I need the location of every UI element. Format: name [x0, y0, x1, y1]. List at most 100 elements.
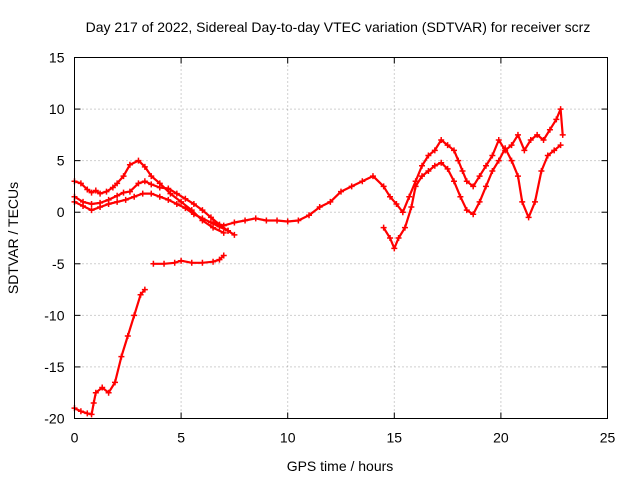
data-point: [165, 185, 172, 192]
data-point: [470, 183, 477, 190]
data-point: [92, 187, 99, 194]
x-tick-label: 25: [600, 430, 616, 446]
series-line: [73, 159, 225, 234]
data-point: [135, 180, 142, 187]
x-tick-label: 0: [71, 430, 79, 446]
data-point: [97, 190, 104, 197]
data-point: [419, 173, 426, 180]
data-point: [534, 131, 541, 138]
data-point: [419, 162, 426, 169]
data-point: [120, 173, 127, 180]
data-point: [135, 157, 142, 164]
x-tick-label: 20: [493, 430, 509, 446]
data-point: [220, 222, 227, 229]
data-point: [393, 200, 400, 207]
data-point: [557, 106, 564, 113]
data-point: [489, 167, 496, 174]
data-point: [120, 189, 127, 196]
data-point: [401, 224, 408, 231]
data-point: [540, 137, 547, 144]
series-line: [382, 144, 562, 250]
data-point: [92, 389, 99, 396]
data-point: [156, 184, 163, 191]
plot-frame: [74, 57, 608, 419]
data-point: [525, 214, 532, 221]
data-point: [369, 173, 376, 180]
series-arc-b: [71, 178, 232, 234]
data-point: [514, 131, 521, 138]
data-point: [559, 131, 566, 138]
series-layer: [71, 106, 566, 418]
data-point: [131, 312, 138, 319]
data-point: [463, 207, 470, 214]
data-point: [431, 162, 438, 169]
data-point: [114, 198, 121, 205]
data-point: [557, 142, 564, 149]
data-point: [242, 217, 249, 224]
data-point: [80, 203, 87, 210]
series-arc-f: [210, 106, 566, 229]
data-point: [148, 181, 155, 188]
data-point: [521, 147, 528, 154]
data-point: [553, 116, 560, 123]
data-point: [90, 400, 97, 407]
series-arc-c: [71, 190, 238, 238]
data-point: [210, 258, 217, 265]
data-point: [88, 189, 95, 196]
y-tick-label: -20: [44, 411, 64, 427]
data-point: [210, 224, 217, 231]
data-point: [450, 147, 457, 154]
series-arc-d: [71, 286, 148, 418]
data-point: [380, 224, 387, 231]
data-point: [476, 198, 483, 205]
data-point: [391, 245, 398, 252]
series-arc-e: [150, 252, 227, 267]
data-point: [359, 178, 366, 185]
data-point: [438, 137, 445, 144]
data-point: [399, 209, 406, 216]
series-arc-g: [380, 142, 564, 252]
data-point: [199, 207, 206, 214]
data-point: [438, 159, 445, 166]
x-tick-label: 15: [387, 430, 403, 446]
data-point: [141, 163, 148, 170]
data-point: [150, 260, 157, 267]
data-point: [188, 259, 195, 266]
series-arc-a: [71, 157, 227, 236]
data-point: [182, 195, 189, 202]
y-tick-label: -10: [44, 307, 64, 323]
data-point: [109, 184, 116, 191]
data-point: [216, 256, 223, 263]
data-point: [225, 227, 232, 234]
data-point: [457, 193, 464, 200]
data-point: [425, 167, 432, 174]
data-point: [105, 200, 112, 207]
data-point: [406, 193, 413, 200]
data-point: [220, 229, 227, 236]
data-point: [482, 183, 489, 190]
data-point: [199, 215, 206, 222]
data-point: [105, 389, 112, 396]
y-tick-label: 5: [57, 153, 65, 169]
y-tick-label: -15: [44, 359, 64, 375]
data-point: [387, 235, 394, 241]
data-point: [338, 188, 344, 195]
data-point: [178, 257, 185, 264]
data-point: [118, 353, 125, 360]
data-point: [88, 411, 95, 418]
data-point: [131, 193, 138, 200]
data-point: [84, 410, 91, 417]
data-point: [387, 193, 394, 200]
data-point: [274, 217, 281, 224]
data-point: [231, 231, 238, 238]
data-point: [527, 137, 534, 144]
data-point: [182, 205, 189, 212]
y-tick-label: -5: [52, 256, 65, 272]
data-point: [148, 173, 155, 180]
data-point: [348, 183, 355, 190]
data-point: [122, 196, 129, 203]
data-point: [502, 145, 509, 152]
data-point: [190, 211, 197, 218]
data-point: [476, 173, 483, 180]
